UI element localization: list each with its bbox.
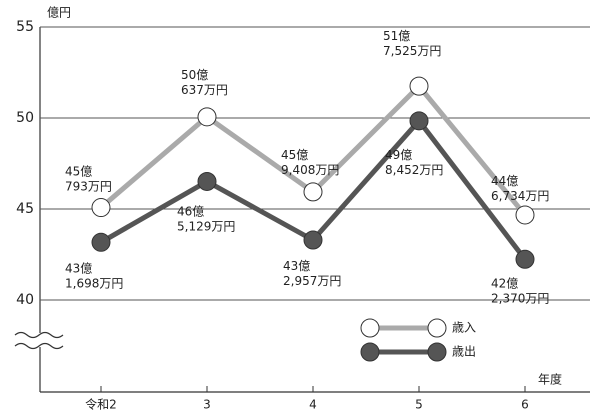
data-label-line: 7,525万円 xyxy=(383,44,441,58)
data-label: 45億 9,408万円 xyxy=(281,147,339,176)
marker xyxy=(515,205,535,225)
data-label-line: 49億 xyxy=(385,147,412,161)
marker xyxy=(409,111,429,131)
x-tick-label: 令和2 xyxy=(85,397,117,412)
legend-marker xyxy=(360,342,380,362)
marker xyxy=(409,76,429,96)
x-tick-label: 4 xyxy=(309,398,317,412)
marker xyxy=(303,230,323,250)
data-label-line: 9,408万円 xyxy=(281,162,339,176)
data-label-line: 43億 xyxy=(283,259,310,273)
x-tick-label: 6 xyxy=(521,398,529,412)
data-label-line: 51億 xyxy=(383,29,410,43)
legend-label: 歳入 xyxy=(452,321,476,335)
data-label: 49億 8,452万円 xyxy=(385,147,443,176)
data-label-line: 8,452万円 xyxy=(385,162,443,176)
x-tick-label: 5 xyxy=(415,398,423,412)
x-tick-label: 3 xyxy=(203,398,211,412)
data-label-line: 2,370万円 xyxy=(491,291,549,305)
marker xyxy=(197,171,217,191)
marker xyxy=(91,198,111,218)
axis-break xyxy=(14,331,64,339)
data-label-line: 45億 xyxy=(65,164,92,178)
marker xyxy=(515,249,535,269)
data-label-line: 5,129万円 xyxy=(177,219,235,233)
legend-marker xyxy=(360,318,380,338)
data-label: 50億 637万円 xyxy=(181,67,228,96)
data-label-line: 637万円 xyxy=(181,82,228,96)
data-label: 43億 2,957万円 xyxy=(283,259,341,288)
legend-marker xyxy=(427,318,447,338)
data-label: 43億 1,698万円 xyxy=(65,261,123,290)
data-label-line: 42億 xyxy=(491,276,518,290)
legend-label: 歳出 xyxy=(452,345,476,359)
data-label-line: 793万円 xyxy=(65,179,112,193)
data-label-line: 45億 xyxy=(281,147,308,161)
data-label-line: 1,698万円 xyxy=(65,276,123,290)
data-label-line: 44億 xyxy=(491,173,518,187)
data-label: 51億 7,525万円 xyxy=(383,29,441,58)
marker xyxy=(91,232,111,252)
marker xyxy=(303,182,323,202)
data-label: 46億 5,129万円 xyxy=(177,204,235,233)
y-tick-label: 50 xyxy=(16,110,34,126)
data-label: 45億 793万円 xyxy=(65,164,112,193)
data-label-line: 2,957万円 xyxy=(283,274,341,288)
x-axis-label: 年度 xyxy=(538,372,562,387)
data-label-line: 46億 xyxy=(177,204,204,218)
data-label-line: 43億 xyxy=(65,261,92,275)
data-label: 42億 2,370万円 xyxy=(491,276,549,305)
data-label-line: 50億 xyxy=(181,67,208,81)
legend-marker xyxy=(427,342,447,362)
y-tick-label: 55 xyxy=(16,19,34,35)
y-axis-label: 億円 xyxy=(47,6,71,20)
data-label: 44億 6,734万円 xyxy=(491,173,549,202)
marker xyxy=(197,107,217,127)
y-tick-label: 40 xyxy=(16,292,34,308)
axis-break xyxy=(14,342,64,350)
data-label-line: 6,734万円 xyxy=(491,188,549,202)
y-tick-label: 45 xyxy=(16,201,34,217)
